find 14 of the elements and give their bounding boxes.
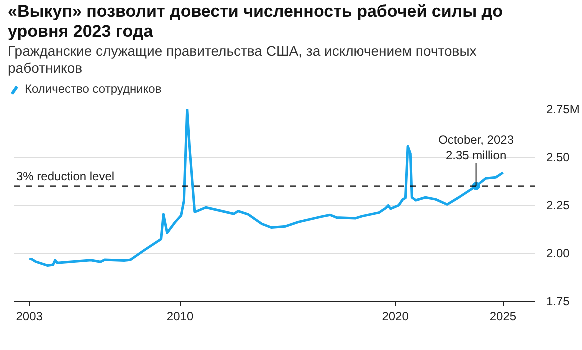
- chart-subtitle: Гражданские служащие правительства США, за исключением почтовых работников: [8, 43, 478, 77]
- y-tick-label: 2.25: [546, 198, 570, 212]
- x-tick-label: 2010: [166, 310, 194, 324]
- y-tick-label: 2.50: [546, 150, 570, 164]
- x-tick-label: 2003: [16, 310, 44, 324]
- y-tick-label: 1.75: [546, 294, 570, 308]
- y-tick-label: 2.00: [546, 246, 570, 260]
- x-tick-label: 2020: [382, 310, 410, 324]
- annotation: October, 2023 2.35 million: [438, 132, 514, 162]
- chart-title: «Выкуп» позволит довести численность рабочей силы до уровня 2023 года: [8, 2, 504, 43]
- legend-label: Количество сотрудников: [25, 82, 162, 96]
- y-tick-label: 2.75M: [546, 102, 580, 116]
- ref-line-label: 3% reduction level: [16, 169, 115, 184]
- x-tick-label: 2025: [490, 310, 517, 324]
